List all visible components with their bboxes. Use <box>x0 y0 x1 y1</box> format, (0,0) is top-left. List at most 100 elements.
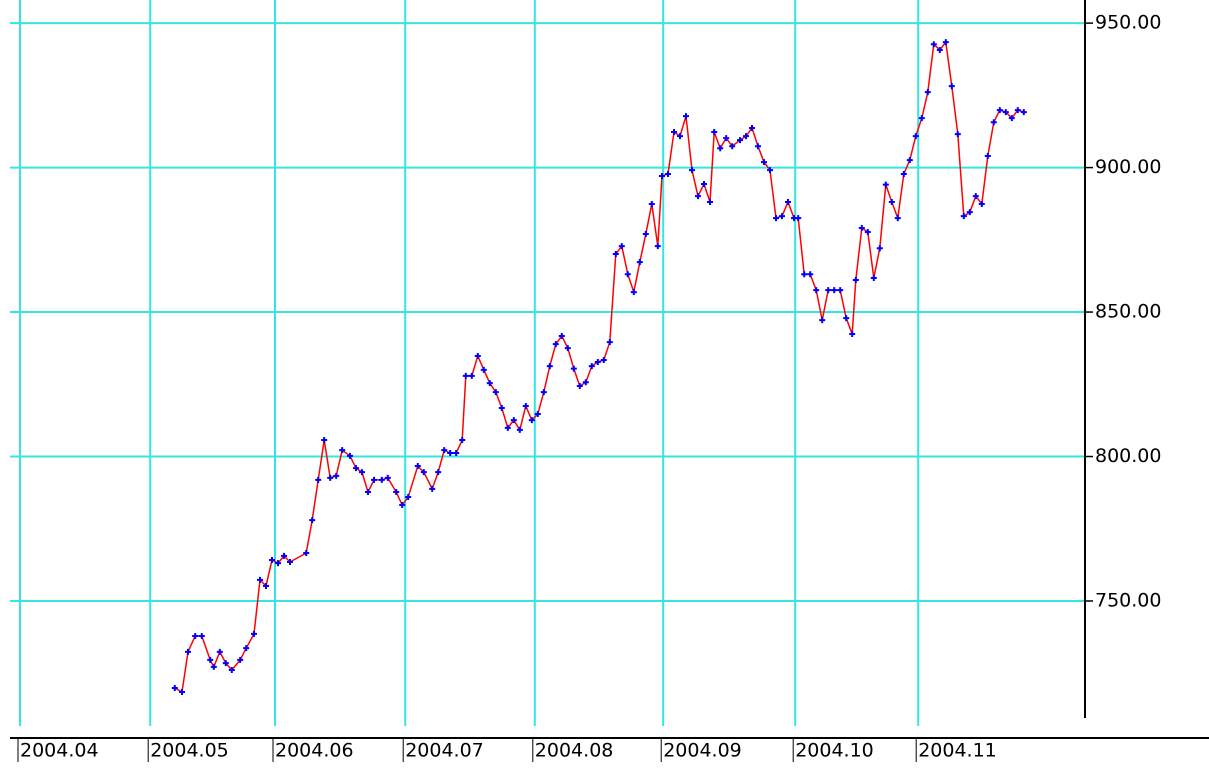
point-marker <box>222 660 229 667</box>
point-marker <box>606 339 613 346</box>
point-marker <box>552 341 559 348</box>
point-marker <box>900 170 907 177</box>
point-marker <box>347 452 353 459</box>
point-marker <box>894 215 901 222</box>
point-marker <box>819 317 826 324</box>
point-marker <box>729 143 736 150</box>
point-marker <box>966 209 973 216</box>
point-marker <box>642 231 649 238</box>
point-marker <box>303 550 310 557</box>
point-marker <box>677 133 683 140</box>
point-marker <box>198 632 205 639</box>
point-marker <box>257 576 263 583</box>
x-tick-label: 2004.07 <box>405 740 484 762</box>
point-marker <box>365 489 371 496</box>
point-marker <box>510 417 517 424</box>
point-marker <box>1002 109 1009 116</box>
point-marker <box>743 133 749 140</box>
point-marker <box>378 476 385 483</box>
point-marker <box>414 463 421 470</box>
point-marker <box>711 129 718 136</box>
x-tick-label: 2004.11 <box>918 740 997 762</box>
point-marker <box>287 558 293 565</box>
point-marker <box>474 352 481 359</box>
point-marker <box>564 345 571 352</box>
point-marker <box>612 250 619 257</box>
point-marker <box>540 389 547 396</box>
point-marker <box>321 437 328 444</box>
point-marker <box>492 389 499 396</box>
point-marker <box>594 359 601 366</box>
y-tick-label: 800.00 <box>1095 445 1161 467</box>
point-marker <box>648 200 655 207</box>
point-marker <box>749 124 755 131</box>
y-tick-label: 750.00 <box>1095 589 1161 611</box>
point-marker <box>480 366 487 373</box>
point-marker <box>659 172 665 179</box>
point-marker <box>558 333 565 340</box>
point-marker <box>654 243 661 250</box>
point-marker <box>210 663 217 670</box>
point-marker <box>618 243 625 250</box>
point-marker <box>393 489 400 496</box>
point-marker <box>978 200 985 207</box>
point-marker <box>185 648 191 655</box>
point-marker <box>528 417 535 424</box>
x-tick-label: 2004.09 <box>663 740 742 762</box>
point-marker <box>281 552 287 559</box>
point-marker <box>429 485 436 492</box>
point-marker <box>516 426 523 433</box>
point-marker <box>767 167 773 174</box>
x-tick-label: 2004.08 <box>535 740 614 762</box>
point-marker <box>353 465 359 472</box>
point-marker <box>785 198 791 205</box>
point-marker <box>339 447 346 454</box>
point-marker <box>486 380 493 387</box>
point-marker <box>870 274 877 281</box>
point-marker <box>453 450 460 457</box>
point-marker <box>761 159 767 166</box>
point-marker <box>216 648 223 655</box>
point-marker <box>251 630 257 637</box>
point-marker <box>930 41 937 48</box>
point-marker <box>671 129 677 136</box>
point-marker <box>990 119 997 126</box>
point-marker <box>837 287 844 294</box>
point-marker <box>960 213 967 220</box>
point-marker <box>942 39 949 46</box>
point-marker <box>237 656 244 663</box>
y-tick-label: 850.00 <box>1095 301 1161 323</box>
point-marker <box>858 224 865 231</box>
point-marker <box>459 437 466 444</box>
point-marker <box>399 502 406 509</box>
point-marker <box>972 193 979 200</box>
point-marker <box>825 287 832 294</box>
point-marker <box>447 450 454 457</box>
point-marker <box>737 137 743 144</box>
point-marker <box>984 153 991 160</box>
point-marker <box>275 560 281 567</box>
point-marker <box>912 133 919 140</box>
point-marker <box>948 83 955 90</box>
series-line <box>174 40 1025 694</box>
point-marker <box>420 469 427 476</box>
point-marker <box>588 363 595 370</box>
point-marker <box>1008 115 1015 122</box>
point-marker <box>441 447 448 454</box>
point-marker <box>701 181 707 188</box>
point-marker <box>315 476 322 483</box>
point-marker <box>263 582 269 589</box>
point-marker <box>936 46 943 53</box>
point-marker <box>849 331 856 338</box>
point-marker <box>843 315 850 322</box>
point-marker <box>309 517 316 524</box>
point-marker <box>665 170 671 177</box>
point-marker <box>624 271 631 278</box>
point-marker <box>243 645 250 652</box>
point-marker <box>801 271 808 278</box>
point-marker <box>570 365 577 372</box>
point-marker <box>707 198 713 205</box>
point-marker <box>906 157 913 164</box>
point-marker <box>630 289 637 296</box>
